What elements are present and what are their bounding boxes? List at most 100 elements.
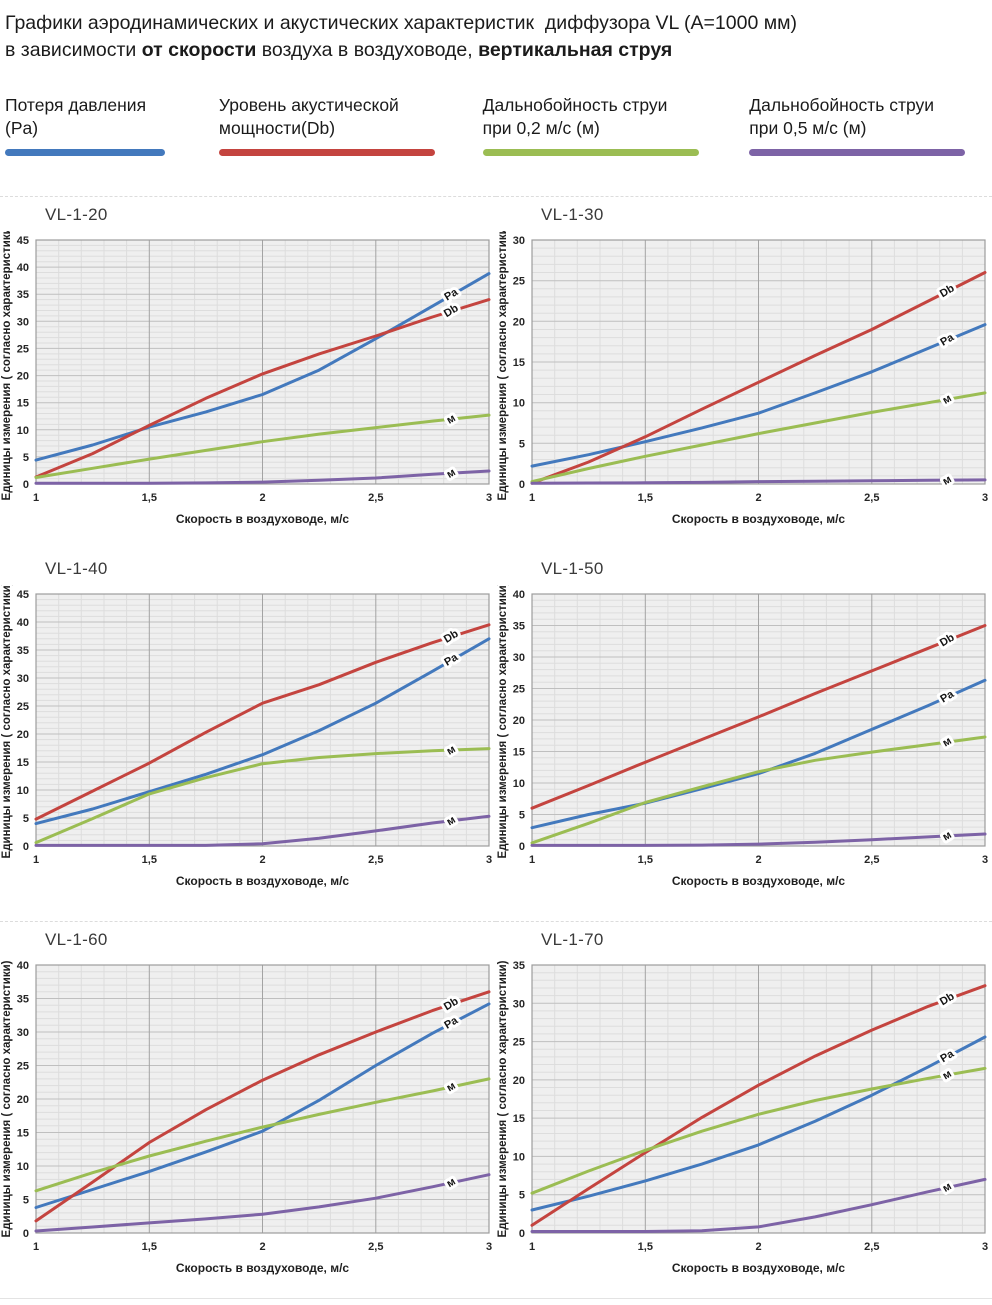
legend-label: Потеря давления (Pa) — [5, 94, 147, 138]
svg-text:1: 1 — [529, 854, 535, 866]
page-header: Графики аэродинамических и акустических … — [0, 8, 992, 64]
svg-text:3: 3 — [982, 492, 988, 504]
svg-text:20: 20 — [513, 316, 525, 328]
chart-title-vl-1-60: VL-1-60 — [45, 930, 108, 949]
svg-text:2,5: 2,5 — [368, 1241, 383, 1253]
svg-text:10: 10 — [513, 778, 525, 790]
svg-text:1: 1 — [529, 492, 535, 504]
svg-text:0: 0 — [519, 479, 525, 491]
svg-text:20: 20 — [513, 715, 525, 727]
svg-text:2: 2 — [259, 492, 265, 504]
svg-text:5: 5 — [519, 810, 525, 822]
svg-text:3: 3 — [982, 1241, 988, 1253]
svg-text:10: 10 — [513, 398, 525, 410]
chart-title-vl-1-20: VL-1-20 — [45, 205, 108, 224]
chart-vl-1-20: VL-1-20 Pa Db м м 0 5 10 15 20 25 30 35 40 45 1 1,5 2 2,5… — [0, 196, 496, 531]
svg-text:30: 30 — [17, 316, 29, 328]
svg-text:2: 2 — [755, 1241, 761, 1253]
svg-text:35: 35 — [17, 994, 29, 1006]
svg-text:30: 30 — [17, 1027, 29, 1039]
svg-text:Скорость в воздуховоде, м/с: Скорость в воздуховоде, м/с — [176, 874, 350, 888]
legend-label: Уровень акустической мощности(Db) — [218, 94, 399, 138]
legend-label: Дальнобойность струи при 0,2 м/с (м) — [482, 94, 668, 138]
svg-text:15: 15 — [513, 357, 525, 369]
svg-text:25: 25 — [17, 701, 29, 713]
svg-text:40: 40 — [17, 617, 29, 629]
legend-color-bar-green — [482, 149, 699, 156]
legend-item-acoustic-db: Уровень акустической мощности(Db) — [218, 94, 483, 156]
svg-text:15: 15 — [17, 757, 29, 769]
svg-text:45: 45 — [17, 589, 29, 601]
svg-text:3: 3 — [486, 854, 492, 866]
svg-text:5: 5 — [23, 813, 29, 825]
svg-text:20: 20 — [17, 1094, 29, 1106]
svg-text:35: 35 — [17, 289, 29, 301]
svg-text:1,5: 1,5 — [638, 1241, 653, 1253]
svg-text:10: 10 — [513, 1151, 525, 1163]
svg-text:40: 40 — [17, 262, 29, 274]
svg-text:Единицы измерения ( согласно х: Единицы измерения ( согласно характерист… — [497, 585, 509, 858]
bottom-divider — [0, 1298, 992, 1305]
svg-text:0: 0 — [23, 1228, 29, 1240]
svg-text:Единицы измерения ( согласно х: Единицы измерения ( согласно характерист… — [1, 231, 13, 500]
svg-text:30: 30 — [17, 673, 29, 685]
svg-text:10: 10 — [17, 785, 29, 797]
svg-text:1,5: 1,5 — [142, 492, 157, 504]
svg-text:20: 20 — [513, 1075, 525, 1087]
svg-text:2: 2 — [259, 1241, 265, 1253]
svg-text:5: 5 — [23, 452, 29, 464]
legend-item-jet-02: Дальнобойность струи при 0,2 м/с (м) — [482, 94, 750, 156]
svg-text:1: 1 — [529, 1241, 535, 1253]
svg-text:1: 1 — [33, 854, 39, 866]
svg-text:Скорость в воздуховоде, м/с: Скорость в воздуховоде, м/с — [672, 1261, 846, 1275]
svg-text:30: 30 — [513, 998, 525, 1010]
chart-vl-1-30: VL-1-30 Pa Db м м 0 5 10 15 20 25 30 1 1,5 2 2,5 3 Скоро… — [496, 196, 992, 531]
svg-text:30: 30 — [513, 652, 525, 664]
chart-title-vl-1-50: VL-1-50 — [541, 559, 604, 578]
chart-vl-1-40: VL-1-40 Pa Db м м 0 5 10 15 20 25 30 35 40 45 1 1,5 2 2,5… — [0, 559, 496, 893]
svg-text:2,5: 2,5 — [864, 854, 879, 866]
title-line2-bold-speed: от скорости — [141, 38, 257, 61]
svg-text:Скорость в воздуховоде, м/с: Скорость в воздуховоде, м/с — [672, 874, 846, 888]
svg-text:15: 15 — [513, 747, 525, 759]
svg-text:15: 15 — [17, 1128, 29, 1140]
svg-text:3: 3 — [486, 1241, 492, 1253]
svg-text:5: 5 — [519, 1190, 525, 1202]
svg-text:Скорость в воздуховоде, м/с: Скорость в воздуховоде, м/с — [176, 1261, 350, 1275]
svg-text:40: 40 — [17, 960, 29, 972]
svg-text:1,5: 1,5 — [638, 492, 653, 504]
legend-color-bar-purple — [749, 149, 966, 156]
svg-text:Единицы измерения ( согласно х: Единицы измерения ( согласно характерист… — [1, 960, 13, 1237]
svg-text:35: 35 — [513, 960, 525, 972]
svg-text:0: 0 — [23, 479, 29, 491]
charts-grid: VL-1-20 Pa Db м м 0 5 10 15 20 25 30 35 40 45 1 1,5 2 2,5… — [0, 196, 992, 1280]
legend-color-bar-red — [218, 149, 435, 156]
svg-text:1,5: 1,5 — [142, 854, 157, 866]
legend-item-pressure-pa: Потеря давления (Pa) — [5, 94, 219, 156]
svg-text:10: 10 — [17, 1161, 29, 1173]
page-title-line2: в зависимости от скорости воздуха в возд… — [5, 37, 986, 64]
svg-text:0: 0 — [23, 841, 29, 853]
svg-text:Единицы измерения ( согласно х: Единицы измерения ( согласно характерист… — [497, 231, 509, 500]
svg-text:25: 25 — [513, 276, 525, 288]
svg-text:2: 2 — [755, 854, 761, 866]
title-line2-pre: в зависимости — [5, 38, 142, 61]
legend-label: Дальнобойность струи при 0,5 м/с (м) — [749, 94, 935, 138]
svg-text:40: 40 — [513, 589, 525, 601]
chart-vl-1-70: VL-1-70 Pa Db м м 0 5 10 15 20 25 30 35 1 1,5 2 2,5 3 Ско… — [496, 921, 992, 1280]
page-title-line1: Графики аэродинамических и акустических … — [5, 12, 798, 34]
svg-text:20: 20 — [17, 371, 29, 383]
svg-text:Скорость в воздуховоде, м/с: Скорость в воздуховоде, м/с — [176, 512, 350, 526]
svg-text:0: 0 — [519, 841, 525, 853]
svg-text:3: 3 — [982, 854, 988, 866]
svg-text:2: 2 — [755, 492, 761, 504]
chart-title-vl-1-30: VL-1-30 — [541, 205, 604, 224]
svg-text:Скорость в воздуховоде, м/с: Скорость в воздуховоде, м/с — [672, 512, 846, 526]
svg-text:15: 15 — [17, 398, 29, 410]
